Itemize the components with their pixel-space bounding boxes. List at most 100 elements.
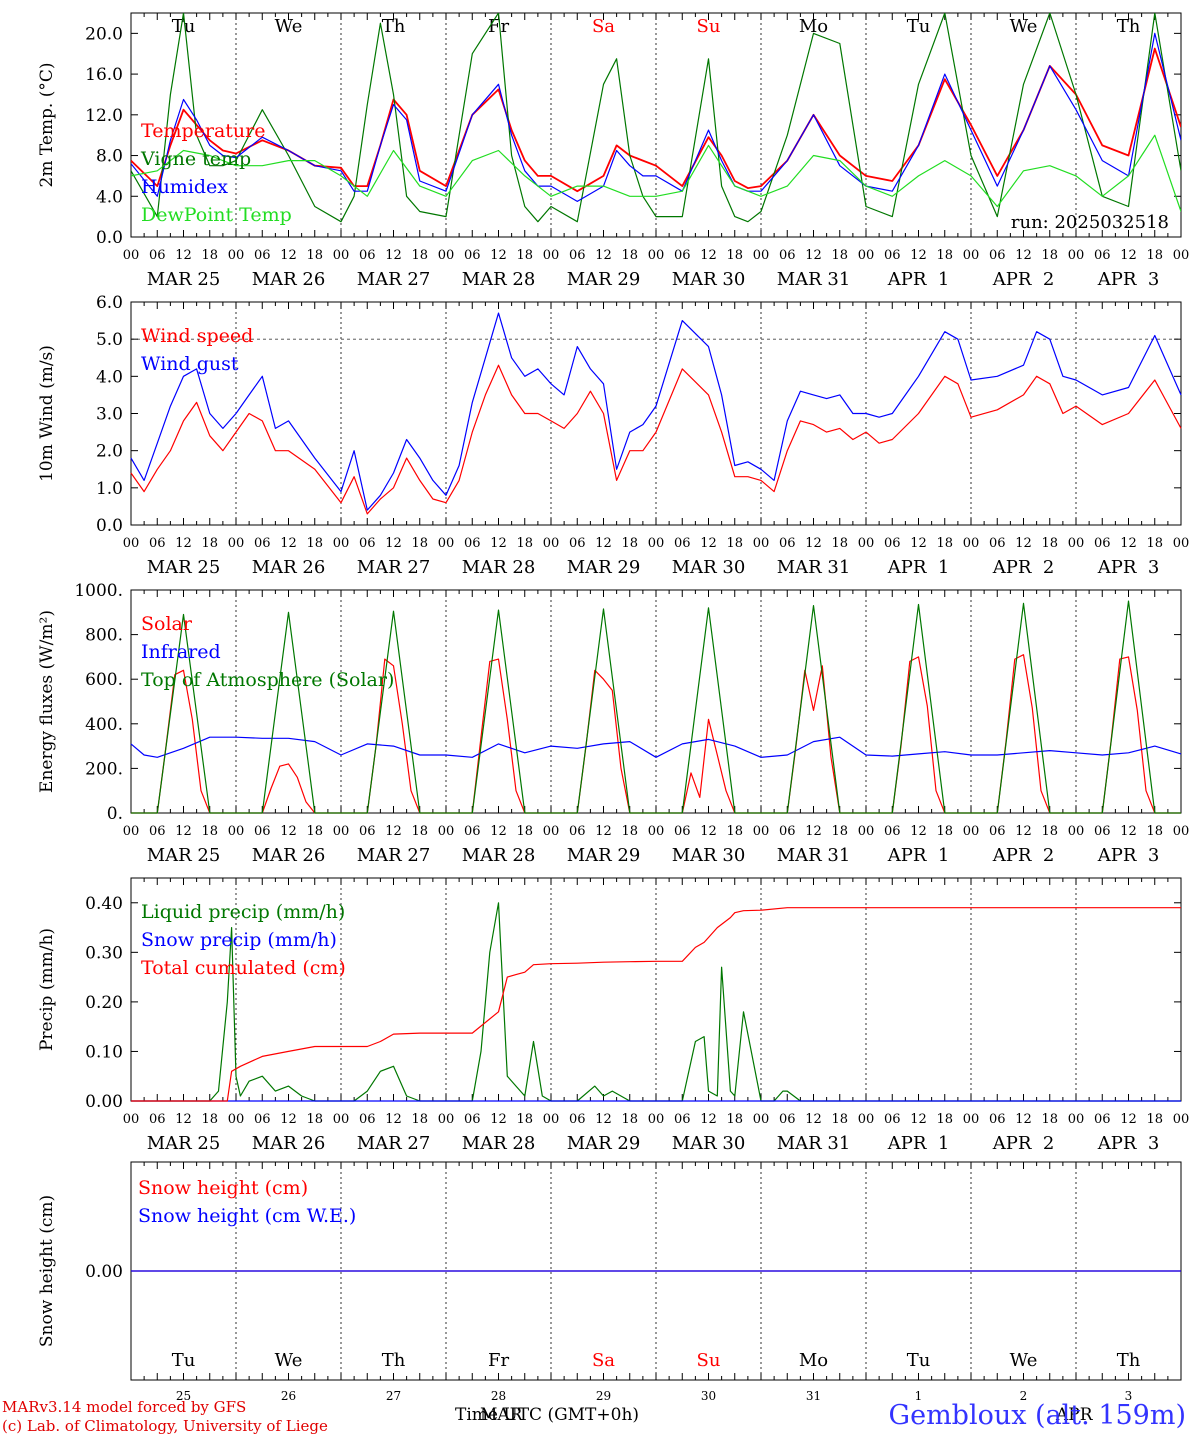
x-hour-label: 12 [175,536,192,551]
x-hour-label: 00 [753,824,770,839]
x-hour-label: 00 [333,824,350,839]
x-hour-label: 06 [1094,824,1111,839]
x-hour-label: 12 [490,824,507,839]
x-hour-label: 06 [464,824,481,839]
x-hour-label: 06 [779,824,796,839]
x-hour-label: 06 [359,824,376,839]
x-hour-label: 00 [648,1112,665,1127]
series-line-vigne-temp [131,13,1181,223]
y-axis-label: Snow height (cm) [37,1195,57,1347]
y-tick-label: 20.0 [85,24,123,44]
weekday-label: Su [697,1350,721,1371]
x-hour-label: 00 [858,824,875,839]
x-date-label: MAR 30 [672,557,746,578]
x-hour-label: 06 [464,1112,481,1127]
x-hour-label: 12 [700,824,717,839]
x-hour-label: 00 [543,248,560,263]
y-axis-label: 2m Temp. (°C) [37,62,57,187]
x-hour-label: 12 [805,824,822,839]
x-hour-label: 18 [516,248,533,263]
x-hour-label: 06 [884,824,901,839]
series-line-wind-speed [130,364,1182,515]
x-hour-label: 06 [989,536,1006,551]
y-tick-label: 4.0 [96,367,123,387]
x-hour-label: 12 [595,1112,612,1127]
x-hour-label: 00 [228,824,245,839]
x-hour-label: 06 [359,248,376,263]
x-hour-label: 00 [1068,248,1085,263]
panel-5: 0.00 Snow height (cm) Tu We Th Fr Sa Su Mo Tu We Th… [37,1161,1182,1403]
y-tick-label: 0.00 [85,1262,123,1282]
panel-2: 0.0 1.0 2.0 3.0 4.0 5.0 6.0 10m Wind (m/s) 00 06 1… [37,293,1189,578]
legend-entry: Wind speed [141,325,253,347]
x-hour-label: 12 [910,248,927,263]
weekday-label: Th [382,16,406,37]
credit-line-lab: (c) Lab. of Climatology, University of L… [2,1417,328,1435]
x-hour-label: 00 [333,536,350,551]
station-name: Gembloux (alt. 159m) [888,1400,1186,1431]
weekday-label: We [275,16,303,37]
x-hour-label: 12 [1120,824,1137,839]
x-hour-label: 06 [254,248,271,263]
x-hour-label: 18 [306,536,323,551]
series-line-infrared [130,736,1182,758]
x-hour-label: 06 [674,1112,691,1127]
x-hour-label: 12 [910,824,927,839]
day-number-label: 26 [281,1389,296,1403]
x-date-label: MAR 30 [672,269,746,290]
weekday-label: Sa [592,1350,615,1371]
x-date-label: APR 2 [992,845,1055,866]
x-hour-label: 06 [779,536,796,551]
x-hour-label: 12 [595,536,612,551]
x-date-label: MAR 31 [777,557,851,578]
x-hour-label: 18 [831,248,848,263]
x-hour-label: 06 [989,248,1006,263]
x-hour-label: 18 [726,536,743,551]
credits: MARv3.14 model forced by GFS (c) Lab. of… [2,1398,328,1436]
x-date-label: MAR 28 [462,269,536,290]
x-hour-label: 00 [963,824,980,839]
legend-entry: Snow height (cm) [138,1177,308,1199]
x-hour-label: 12 [910,1112,927,1127]
x-hour-label: 18 [201,1112,218,1127]
x-hour-label: 12 [175,1112,192,1127]
legend-entry: Solar [141,613,193,635]
day-number-label: 27 [386,1389,401,1403]
y-tick-label: 16.0 [85,65,123,85]
x-hour-label: 18 [306,1112,323,1127]
y-tick-label: 1.0 [96,479,123,499]
legend-entry: Temperature [141,120,265,142]
legend-entry: Total cumulated (cm) [141,957,346,979]
x-date-label: MAR 27 [357,845,431,866]
weekday-label: Mo [799,16,828,37]
x-hour-label: 18 [1146,824,1163,839]
x-hour-label: 00 [858,536,875,551]
day-number-label: 29 [596,1389,611,1403]
legend-entry: Vigne temp [140,148,251,170]
weekday-label: Su [697,16,721,37]
x-hour-label: 06 [254,824,271,839]
x-hour-label: 00 [858,1112,875,1127]
day-number-label: 2 [1020,1389,1028,1403]
x-hour-label: 18 [621,536,638,551]
weekday-label: Mo [799,1350,828,1371]
x-date-label: APR 1 [887,557,950,578]
x-hour-label: 06 [674,536,691,551]
x-hour-label: 06 [359,536,376,551]
x-hour-label: 06 [1094,248,1111,263]
x-hour-label: 00 [1173,248,1190,263]
x-hour-label: 00 [228,536,245,551]
legend-entry: Infrared [141,641,221,663]
x-hour-label: 12 [595,824,612,839]
x-hour-label: 00 [1068,1112,1085,1127]
x-hour-label: 12 [1015,536,1032,551]
y-tick-label: 12.0 [85,106,123,126]
x-hour-label: 12 [280,824,297,839]
x-hour-label: 00 [963,1112,980,1127]
x-hour-label: 18 [936,1112,953,1127]
x-hour-label: 18 [411,1112,428,1127]
x-hour-label: 12 [175,248,192,263]
x-hour-label: 06 [569,1112,586,1127]
x-hour-label: 12 [1015,1112,1032,1127]
x-hour-label: 12 [700,248,717,263]
